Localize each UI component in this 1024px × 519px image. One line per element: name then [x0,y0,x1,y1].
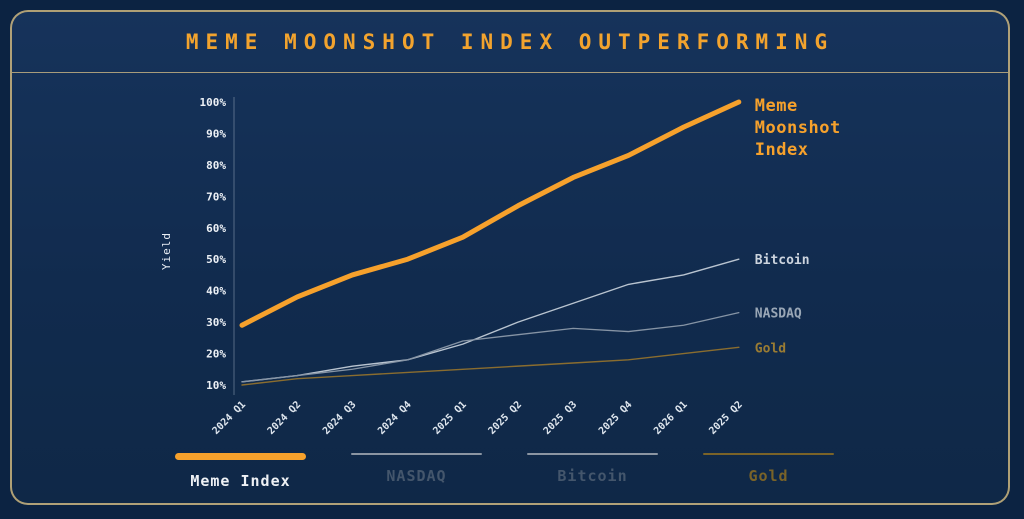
series-label-nasdaq: NASDAQ [755,307,802,322]
series-line-bitcoin [241,258,740,383]
x-tick-label: 2025 Q4 [597,399,635,437]
y-tick-label: 80% [206,159,226,172]
series-label-bitcoin: Bitcoin [755,253,810,268]
legend-bar-meme-index [175,453,306,460]
legend-item-nasdaq[interactable]: NASDAQ [351,453,482,485]
legend-item-bitcoin[interactable]: Bitcoin [527,453,658,485]
y-tick-label: 40% [206,285,226,298]
legend-item-meme-index[interactable]: Meme Index [175,453,306,490]
y-axis-title: Yield [160,232,173,270]
legend-label-meme-index: Meme Index [190,472,291,490]
card-header: MEME MOONSHOT INDEX OUTPERFORMING [12,12,1008,73]
legend-item-gold[interactable]: Gold [703,453,834,485]
x-tick-label: 2025 Q2 [487,399,525,437]
x-tick-label: 2024 Q2 [266,399,304,437]
x-tick-label: 2026 Q1 [652,399,690,437]
legend-bar-gold [703,453,834,455]
chart-area: 10% 20% 30% 40% 50% 60% 70% 80% 90% 100% Yield 2024… [12,73,1008,439]
x-tick-label: 2025 Q1 [431,399,469,437]
legend-label-gold: Gold [748,467,789,485]
x-tick-label: 2024 Q1 [211,399,249,437]
legend-label-nasdaq: NASDAQ [386,467,447,485]
legend-label-bitcoin: Bitcoin [557,467,628,485]
y-tick-label: 100% [200,96,227,109]
y-tick-label: 30% [206,316,226,329]
legend-bar-bitcoin [527,453,658,455]
x-tick-label: 2025 Q3 [542,399,580,437]
series-label-gold: Gold [755,341,786,356]
y-tick-label: 10% [206,379,226,392]
chart-svg: 10% 20% 30% 40% 50% 60% 70% 80% 90% 100% Yield 2024… [160,96,841,437]
y-tick-label: 90% [206,127,226,140]
y-tick-label: 20% [206,348,226,361]
series-line-nasdaq [241,312,740,383]
x-tick-label: 2024 Q4 [376,399,414,437]
series-line-gold [241,346,740,386]
x-tick-label: 2024 Q3 [321,399,359,437]
chart-card: MEME MOONSHOT INDEX OUTPERFORMING 10% 20%… [10,10,1010,505]
chart-legend: Meme Index NASDAQ Bitcoin Gold [12,439,1008,490]
page-title: MEME MOONSHOT INDEX OUTPERFORMING [185,30,835,54]
x-tick-label: 2025 Q2 [707,399,745,437]
y-tick-label: 60% [206,222,226,235]
series-line-meme [239,99,742,328]
series-label-meme: Meme Moonshot Index [755,96,841,160]
y-tick-label: 70% [206,190,226,203]
legend-bar-nasdaq [351,453,482,455]
y-tick-label: 50% [206,253,226,266]
